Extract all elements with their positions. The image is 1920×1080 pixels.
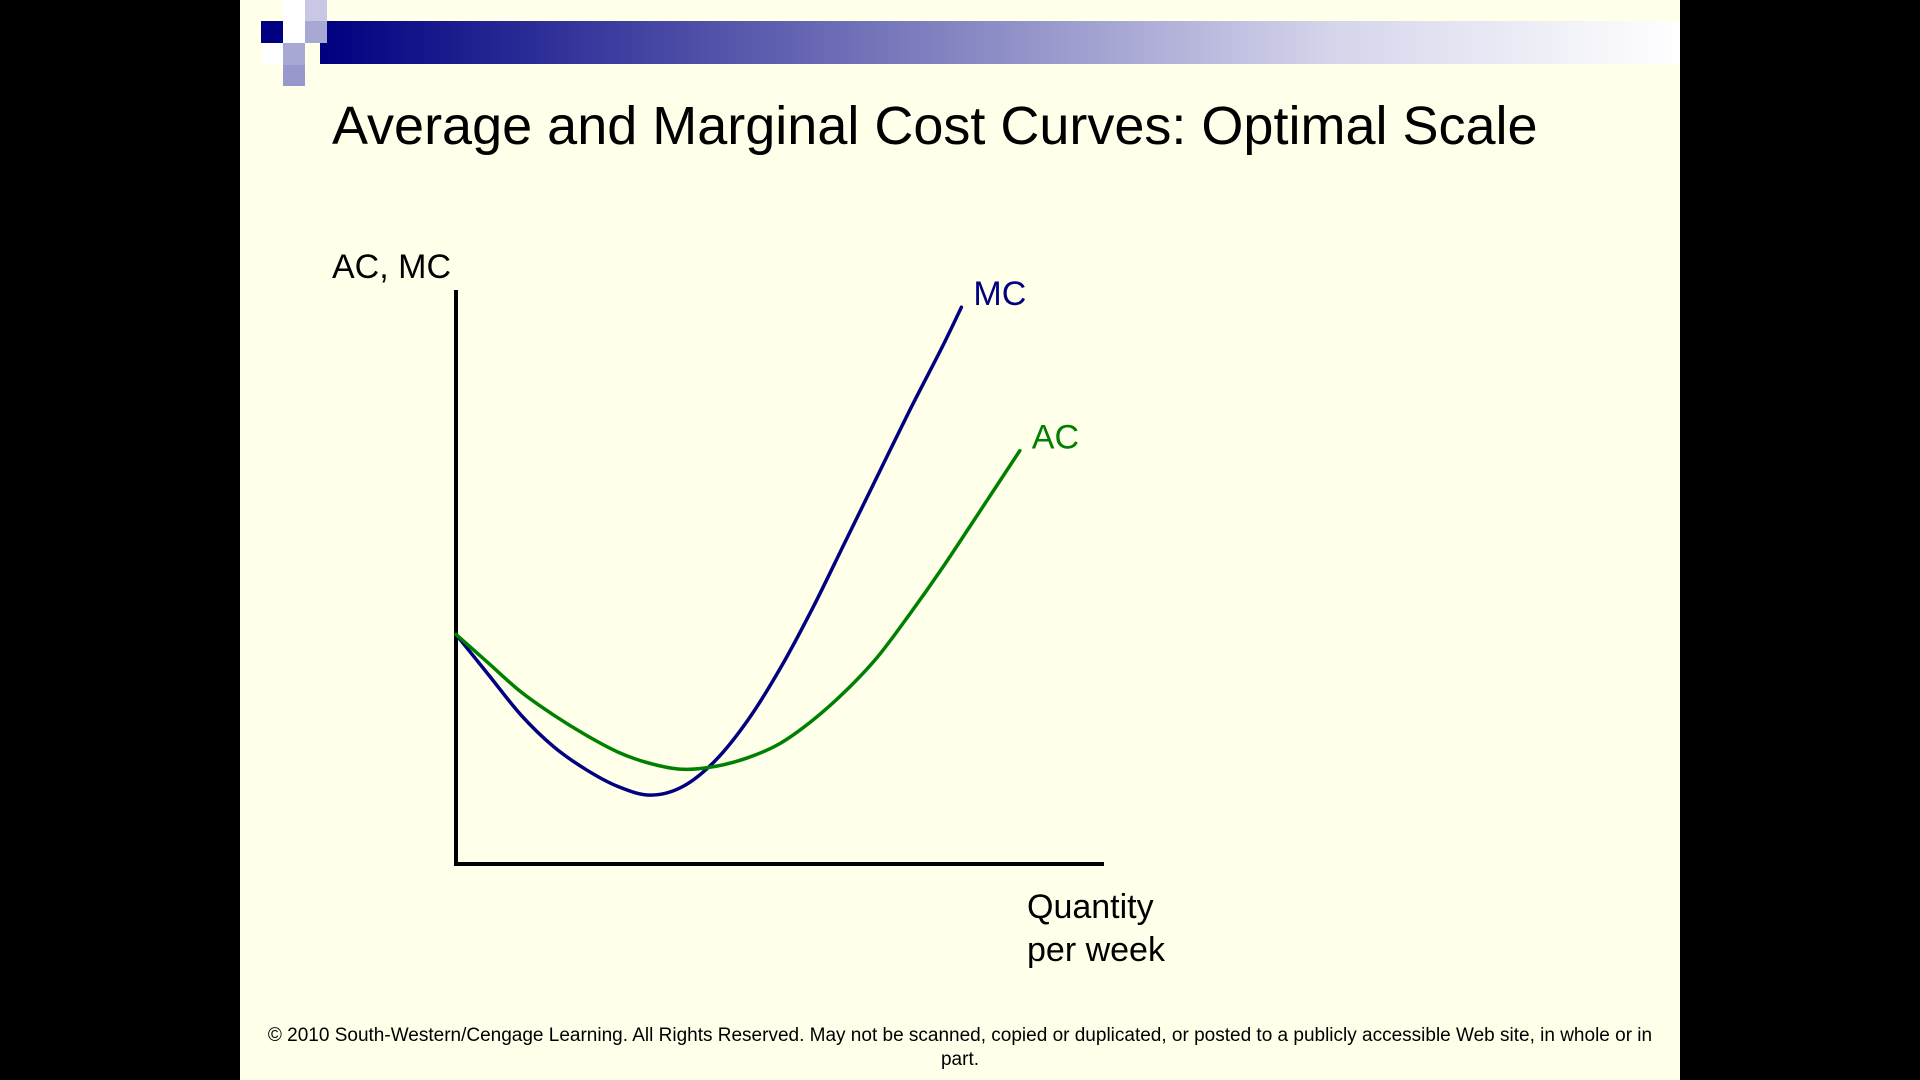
series-line-mc (454, 305, 964, 797)
copyright-footer: © 2010 South-Western/Cengage Learning. A… (267, 1025, 1653, 1070)
series-line-ac (454, 448, 1022, 772)
deco-square (261, 43, 283, 65)
header-gradient-bar (320, 21, 1680, 64)
cost-curves-chart: AC, MC Quantity per week MC AC (332, 248, 1166, 969)
series-layer: MC AC (454, 275, 1079, 797)
y-axis-label: AC, MC (332, 248, 451, 286)
deco-square (283, 43, 305, 65)
deco-square (283, 21, 305, 43)
deco-square (305, 0, 327, 21)
deco-square (283, 65, 305, 86)
series-label-mc: MC (973, 275, 1026, 313)
deco-square (261, 21, 283, 43)
x-axis-label-line-1: Quantity (1027, 888, 1154, 926)
x-axis-label-line-2: per week (1027, 931, 1166, 969)
slide-title: Average and Marginal Cost Curves: Optima… (332, 96, 1538, 156)
series-label-ac: AC (1032, 419, 1079, 457)
deco-square (283, 0, 305, 21)
slide: Average and Marginal Cost Curves: Optima… (240, 0, 1680, 1080)
deco-square (305, 21, 327, 43)
